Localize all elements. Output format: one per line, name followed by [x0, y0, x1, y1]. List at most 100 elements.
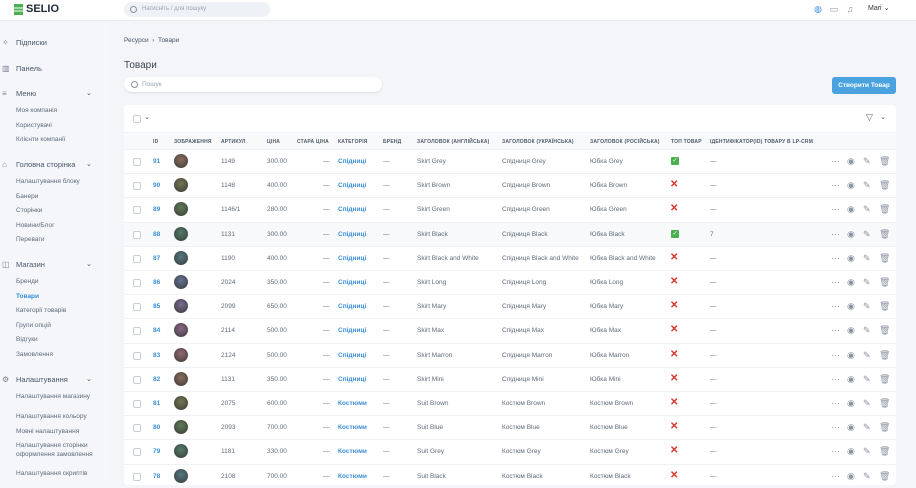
table-row[interactable]: 86 2024 350.00 — Спідниці — Skirt Long Спідниця… [124, 270, 896, 294]
sidebar-item[interactable]: Категорії товарів [16, 307, 67, 314]
sidebar-group-0[interactable]: Меню [16, 89, 37, 98]
trash-icon[interactable]: 🗑 [879, 325, 891, 336]
table-row[interactable]: 81 2075 600.00 — Костюми — Suit Brown Костюм Br… [124, 391, 896, 415]
eye-icon[interactable]: ◉ [847, 252, 855, 263]
more-icon[interactable]: ⋯ [831, 398, 840, 408]
table-row[interactable]: 91 1149 300.00 — Спідниці — Skirt Grey Спідниця… [124, 149, 896, 173]
sidebar-group-2[interactable]: Магазин [16, 260, 45, 269]
edit-icon[interactable]: ✎ [863, 446, 871, 457]
table-row[interactable]: 90 1148 400.00 — Спідниці — Skirt Brown Спідниц… [124, 173, 896, 197]
sidebar-item[interactable]: Бренди [16, 278, 39, 285]
more-icon[interactable]: ⋯ [831, 446, 840, 457]
eye-icon[interactable]: ◉ [847, 228, 855, 239]
sidebar-item[interactable]: Банери [16, 192, 39, 200]
column-header[interactable]: ID [153, 139, 159, 145]
sidebar-item[interactable]: Підписки [16, 38, 47, 47]
sidebar-item[interactable]: Мовні налаштування [16, 427, 80, 435]
category-link[interactable]: Спідниці [338, 230, 367, 238]
row-checkbox[interactable] [133, 254, 141, 263]
chevron-down-icon[interactable]: ⌄ [880, 114, 886, 121]
more-icon[interactable]: ⋯ [831, 373, 840, 384]
row-checkbox[interactable] [133, 472, 141, 481]
table-row[interactable]: 80 2093 700.00 — Костюми — Suit Blue Костюм Blu… [124, 415, 896, 439]
column-header[interactable]: ЗАГОЛОВОК (АНГЛІЙСЬКА) [417, 139, 490, 145]
trash-icon[interactable]: 🗑 [879, 180, 891, 191]
more-icon[interactable]: ⋯ [831, 204, 840, 215]
product-id-link[interactable]: 91 [153, 158, 161, 165]
eye-icon[interactable]: ◉ [847, 422, 855, 433]
breadcrumb-resources[interactable]: Ресурси [124, 37, 149, 44]
trash-icon[interactable]: 🗑 [879, 470, 891, 481]
column-header[interactable]: ЗАГОЛОВОК (РОСІЙСЬКА) [590, 139, 660, 145]
more-icon[interactable]: ⋯ [831, 252, 840, 263]
select-all-checkbox[interactable] [133, 115, 141, 123]
column-header[interactable]: БРЕНД [383, 139, 402, 145]
sidebar-item[interactable]: Сторінки [16, 207, 43, 214]
monitor-icon[interactable]: ▭ [829, 4, 839, 14]
sidebar-group-3[interactable]: Налаштування [16, 375, 68, 384]
table-row[interactable]: 88 1131 300.00 — Спідниці — Skirt Black Спідниц… [124, 221, 896, 246]
more-icon[interactable]: ⋯ [831, 277, 840, 287]
edit-icon[interactable]: ✎ [863, 470, 871, 481]
more-icon[interactable]: ⋯ [831, 422, 840, 433]
category-link[interactable]: Спідниці [338, 375, 367, 383]
sidebar-item[interactable]: Товари [16, 292, 40, 300]
eye-icon[interactable]: ◉ [847, 325, 855, 336]
table-row[interactable]: 82 1131 350.00 — Спідниці — Skirt Mini Спідниця… [124, 366, 896, 391]
edit-icon[interactable]: ✎ [863, 422, 871, 433]
sidebar-item[interactable]: Налаштування сторінки оформлення замовле… [16, 442, 93, 458]
eye-icon[interactable]: ◉ [847, 180, 855, 191]
table-row[interactable]: 79 1181 330.00 — Костюми — Suit Grey Костюм Gre… [124, 439, 896, 463]
eye-icon[interactable]: ◉ [847, 373, 855, 384]
more-icon[interactable]: ⋯ [831, 349, 840, 360]
row-checkbox[interactable] [133, 327, 141, 336]
row-checkbox[interactable] [133, 375, 141, 384]
edit-icon[interactable]: ✎ [863, 301, 871, 312]
edit-icon[interactable]: ✎ [863, 156, 871, 166]
table-row[interactable]: 83 2124 500.00 — Спідниці — Skirt Marron Спідни… [124, 342, 896, 367]
column-header[interactable]: ЦІНА [267, 139, 281, 145]
sidebar-item[interactable]: Замовлення [16, 350, 54, 358]
product-id-link[interactable]: 90 [153, 182, 161, 190]
sidebar-item[interactable]: Налаштування кольору [16, 413, 87, 420]
row-checkbox[interactable] [133, 424, 141, 433]
chevron-down-icon[interactable]: ⌄ [86, 376, 92, 383]
more-icon[interactable]: ⋯ [831, 301, 840, 312]
trash-icon[interactable]: 🗑 [879, 446, 891, 457]
trash-icon[interactable]: 🗑 [879, 301, 891, 312]
category-link[interactable]: Спідниці [338, 206, 367, 214]
eye-icon[interactable]: ◉ [847, 470, 855, 481]
category-link[interactable]: Костюми [338, 448, 367, 456]
sidebar-group-1[interactable]: Головна сторінка [16, 160, 76, 169]
table-row[interactable]: 78 2108 700.00 — Костюми — Suit Black Костюм Bl… [124, 463, 896, 488]
bell-icon[interactable]: ♫ [846, 4, 854, 14]
eye-icon[interactable]: ◉ [847, 156, 855, 166]
product-id-link[interactable]: 88 [153, 230, 161, 238]
product-id-link[interactable]: 78 [153, 472, 161, 480]
category-link[interactable]: Спідниці [338, 327, 367, 335]
trash-icon[interactable]: 🗑 [879, 422, 891, 433]
product-id-link[interactable]: 85 [153, 303, 161, 311]
table-row[interactable]: 89 1146/1 280.00 — Спідниці — Skirt Green Спідн… [124, 197, 896, 221]
sidebar-item[interactable]: Новини/Блог [16, 221, 55, 229]
edit-icon[interactable]: ✎ [863, 277, 871, 287]
trash-icon[interactable]: 🗑 [879, 252, 891, 263]
more-icon[interactable]: ⋯ [831, 325, 840, 336]
column-header[interactable]: СТАРА ЦІНА [297, 139, 329, 145]
sidebar-item[interactable]: Налаштування блоку [16, 178, 80, 185]
create-product-button[interactable]: Створити Товар [832, 77, 896, 94]
product-id-link[interactable]: 83 [153, 351, 161, 359]
category-link[interactable]: Спідниці [338, 254, 367, 262]
row-checkbox[interactable] [133, 230, 141, 239]
filter-icon[interactable]: ▽ [866, 112, 873, 122]
chevron-down-icon[interactable]: ⌄ [86, 261, 92, 268]
more-icon[interactable]: ⋯ [831, 228, 840, 239]
search-input[interactable]: Пошук [124, 77, 382, 92]
more-icon[interactable]: ⋯ [831, 470, 840, 481]
eye-icon[interactable]: ◉ [847, 349, 855, 360]
eye-icon[interactable]: ◉ [847, 301, 855, 312]
category-link[interactable]: Костюми [338, 424, 367, 432]
sidebar-item[interactable]: Панель [16, 64, 42, 73]
sidebar-item[interactable]: Користувачі [16, 121, 52, 129]
product-id-link[interactable]: 79 [153, 448, 161, 456]
